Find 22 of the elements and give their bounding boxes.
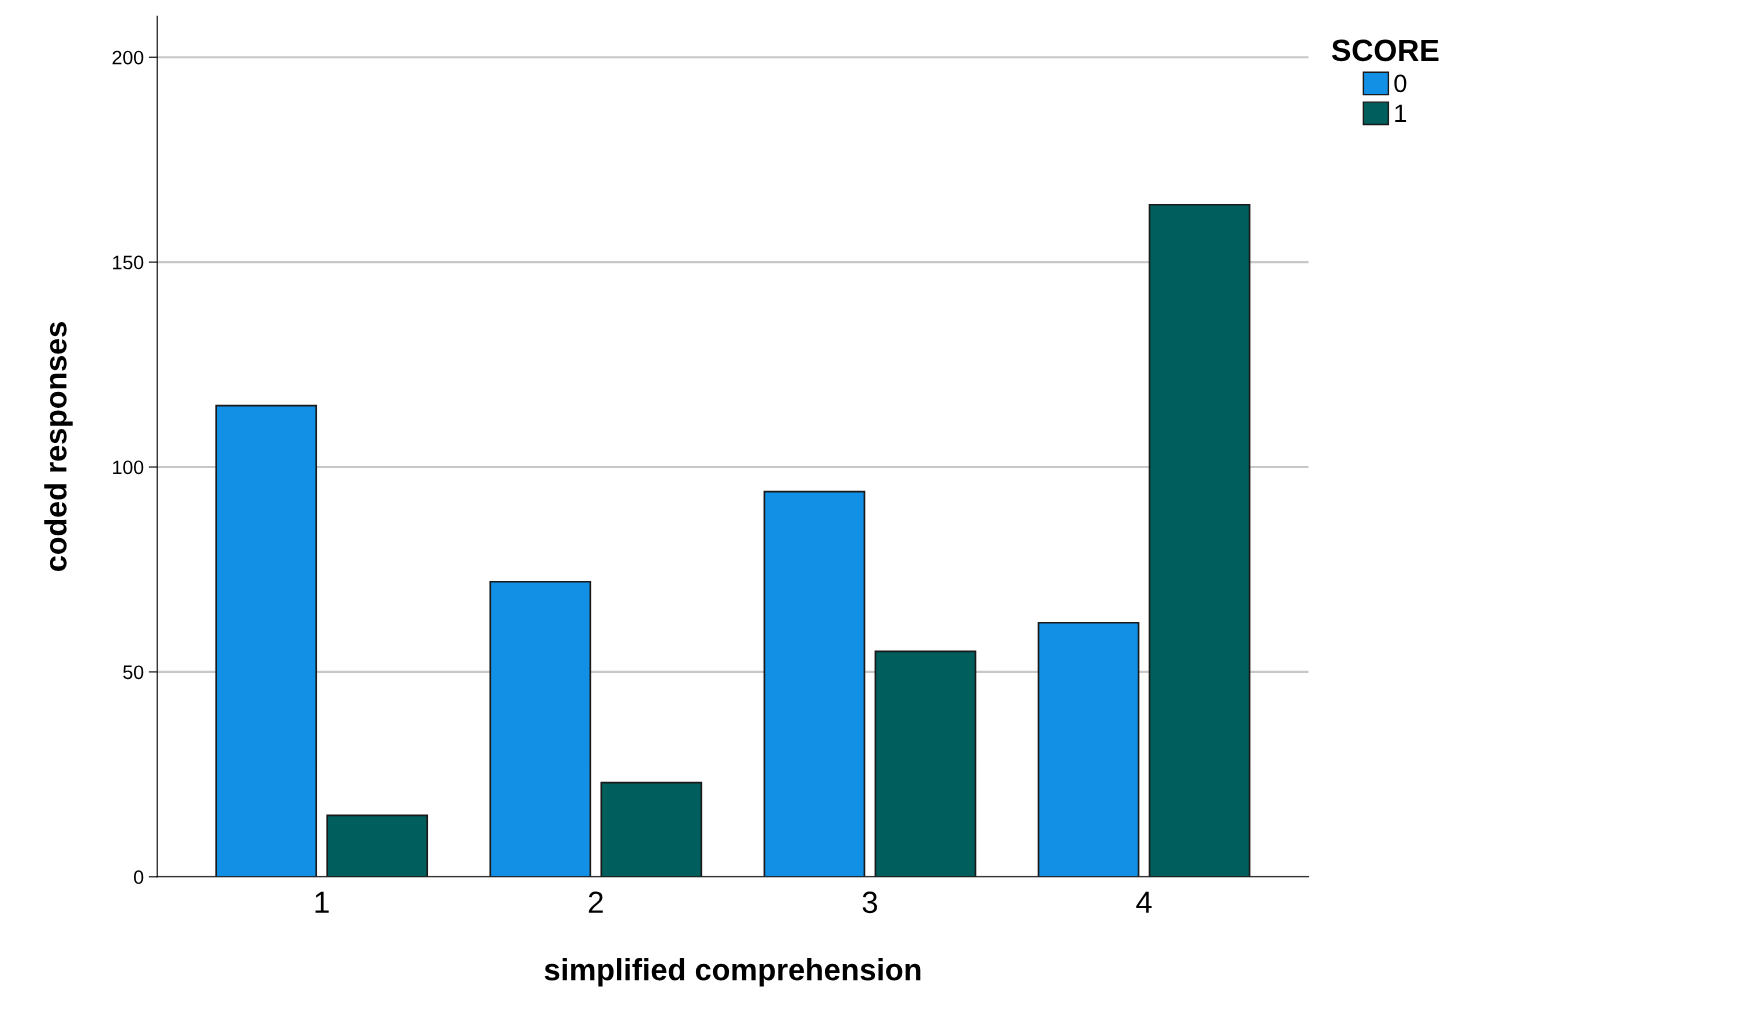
x-tick-label: 4	[1136, 891, 1152, 913]
bar	[763, 490, 866, 877]
legend-title: SCORE	[1331, 39, 1439, 62]
bar	[874, 650, 977, 877]
y-axis-title: coded responses	[44, 322, 73, 571]
x-tick-label: 3	[862, 891, 878, 914]
bar	[215, 404, 318, 877]
y-tick-label: 100	[113, 460, 144, 475]
bar	[1148, 203, 1251, 877]
x-axis-title: simplified comprehension	[544, 958, 921, 987]
y-tick-label: 150	[113, 255, 144, 270]
legend-label: 0	[1394, 74, 1407, 93]
y-tick-label: 0	[133, 870, 144, 885]
bar	[1037, 621, 1140, 877]
x-tick-label: 2	[588, 891, 603, 913]
y-tick-label: 200	[112, 50, 144, 65]
bar	[489, 580, 592, 877]
x-tick-label: 1	[315, 891, 329, 913]
bar	[600, 781, 703, 877]
bar	[326, 814, 429, 877]
legend-label: 1	[1395, 104, 1407, 122]
y-tick-label: 50	[123, 665, 144, 680]
